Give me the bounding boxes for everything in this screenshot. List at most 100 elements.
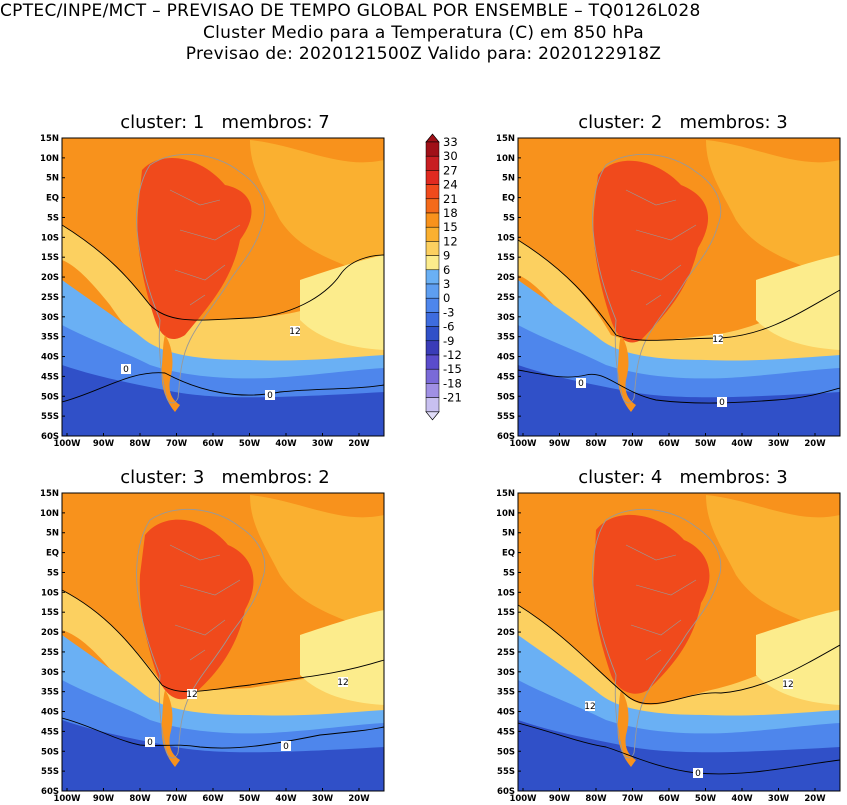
colorbar-segment bbox=[425, 141, 440, 157]
lat-tick-label: 55S bbox=[497, 767, 515, 777]
map-panel-cluster-3: 12 12 0 0 15N 10N 5N EQ 5S 10S 15S 20S 25S 30S 35S 40S 4… bbox=[40, 489, 385, 804]
lat-tick-label: 30S bbox=[41, 668, 59, 678]
temp-field-21-24 bbox=[593, 514, 710, 694]
lon-tick-label: 30W bbox=[312, 439, 334, 449]
lat-tick-label: EQ bbox=[46, 194, 59, 204]
lon-tick-label: 60W bbox=[658, 439, 680, 449]
lat-tick-label: 50S bbox=[41, 392, 59, 402]
temp-field-patagonia bbox=[161, 690, 180, 767]
colorbar-label: 0 bbox=[443, 291, 450, 305]
colorbar-label: -6 bbox=[443, 320, 454, 334]
temp-field-21-24 bbox=[139, 519, 254, 700]
lat-tick-label: 50S bbox=[497, 747, 515, 757]
contour-label: 0 bbox=[578, 379, 584, 389]
page-subtitle: Cluster Medio para a Temperatura (C) em … bbox=[202, 23, 645, 43]
lat-tick-label: 50S bbox=[497, 392, 515, 402]
contour-label: 0 bbox=[147, 738, 153, 748]
coastline bbox=[136, 508, 266, 759]
lat-tick-label: 30S bbox=[41, 313, 59, 323]
contour-0 bbox=[518, 369, 840, 404]
temp-field-patagonia bbox=[617, 690, 636, 767]
borders bbox=[625, 189, 697, 306]
temp-field-15-18 bbox=[706, 140, 840, 280]
lon-tick-label: 100W bbox=[53, 794, 81, 804]
lat-tick-label: 10S bbox=[497, 233, 515, 243]
contour-label-bg bbox=[145, 737, 155, 747]
lat-tick-label: 45S bbox=[41, 372, 59, 382]
lat-tick-label: 25S bbox=[497, 648, 515, 658]
contour-label-bg bbox=[290, 326, 300, 336]
lon-tick-label: 70W bbox=[166, 794, 188, 804]
contour-label-bg bbox=[717, 397, 727, 407]
contour-label-bg bbox=[576, 378, 586, 388]
lat-tick-label: 5N bbox=[46, 174, 59, 184]
lat-tick-label: 10S bbox=[41, 233, 59, 243]
lon-tick-label: 20W bbox=[348, 439, 370, 449]
colorbar-label: 12 bbox=[443, 234, 458, 248]
lat-tick-label: 15S bbox=[41, 253, 59, 263]
temp-field-9-12 bbox=[300, 610, 384, 705]
lat-tick-label: 5N bbox=[502, 529, 515, 539]
contour-label: 12 bbox=[584, 702, 595, 712]
lat-tick-label: 45S bbox=[497, 372, 515, 382]
colorbar-label: 27 bbox=[443, 163, 458, 177]
contour-label: 12 bbox=[337, 678, 348, 688]
colorbar-label: -21 bbox=[443, 391, 462, 405]
lon-tick-label: 60W bbox=[202, 439, 224, 449]
colorbar-label: -18 bbox=[443, 376, 462, 390]
lon-tick-label: 100W bbox=[53, 439, 81, 449]
lon-tick-label: 30W bbox=[768, 794, 790, 804]
colorbar-label: 15 bbox=[443, 220, 458, 234]
borders bbox=[625, 544, 697, 661]
contour-label-bg bbox=[121, 364, 131, 374]
lat-tick-label: 60S bbox=[41, 787, 59, 797]
lon-tick-label: 100W bbox=[509, 794, 537, 804]
lon-tick-label: 50W bbox=[239, 439, 261, 449]
contour-label: 0 bbox=[267, 391, 273, 401]
lon-tick-label: 70W bbox=[622, 439, 644, 449]
lat-tick-label: 40S bbox=[497, 708, 515, 718]
contour-label: 0 bbox=[719, 398, 725, 408]
lat-tick-label: 15N bbox=[40, 134, 59, 144]
lat-tick-label: 25S bbox=[497, 293, 515, 303]
temp-field-9-12 bbox=[756, 255, 840, 350]
lat-tick-label: 10N bbox=[496, 154, 515, 164]
colorbar-segment bbox=[425, 170, 440, 185]
lon-tick-label: 60W bbox=[202, 794, 224, 804]
lat-tick-label: 20S bbox=[41, 273, 59, 283]
lon-tick-label: 90W bbox=[93, 439, 115, 449]
temp-field-patagonia bbox=[617, 335, 636, 412]
lat-tick-label: 20S bbox=[497, 628, 515, 638]
map-frame bbox=[517, 492, 841, 792]
temp-field-15-18 bbox=[250, 495, 384, 635]
lat-tick-label: 30S bbox=[497, 313, 515, 323]
lat-tick-label: 55S bbox=[497, 412, 515, 422]
borders bbox=[169, 189, 241, 306]
contour-label: 12 bbox=[782, 680, 793, 690]
lat-tick-label: 10N bbox=[496, 509, 515, 519]
lon-tick-label: 50W bbox=[239, 794, 261, 804]
contour-12 bbox=[518, 239, 840, 341]
lat-tick-label: 60S bbox=[497, 432, 515, 442]
map-frame bbox=[61, 492, 385, 792]
contour-0 bbox=[518, 722, 840, 775]
lon-tick-label: 70W bbox=[622, 794, 644, 804]
contour-label: 0 bbox=[695, 769, 701, 779]
colorbar-label: 24 bbox=[443, 178, 458, 192]
contour-label-bg bbox=[693, 768, 703, 778]
temp-field-below-0 bbox=[62, 720, 384, 791]
colorbar-segment bbox=[425, 212, 440, 228]
lon-tick-label: 60W bbox=[658, 794, 680, 804]
temp-field-9-12 bbox=[756, 610, 840, 705]
panel-title-cluster-3: cluster: 3 membros: 2 bbox=[120, 467, 330, 488]
temp-field-patagonia bbox=[161, 335, 180, 412]
lat-tick-label: 10S bbox=[497, 588, 515, 598]
lon-tick-label: 40W bbox=[731, 794, 753, 804]
lon-tick-label: 30W bbox=[312, 794, 334, 804]
lat-tick-label: 5N bbox=[502, 174, 515, 184]
colorbar-label: -15 bbox=[443, 362, 462, 376]
lat-tick-label: 20S bbox=[41, 628, 59, 638]
temp-field-9-12 bbox=[300, 255, 384, 350]
contour-label: 0 bbox=[283, 742, 289, 752]
